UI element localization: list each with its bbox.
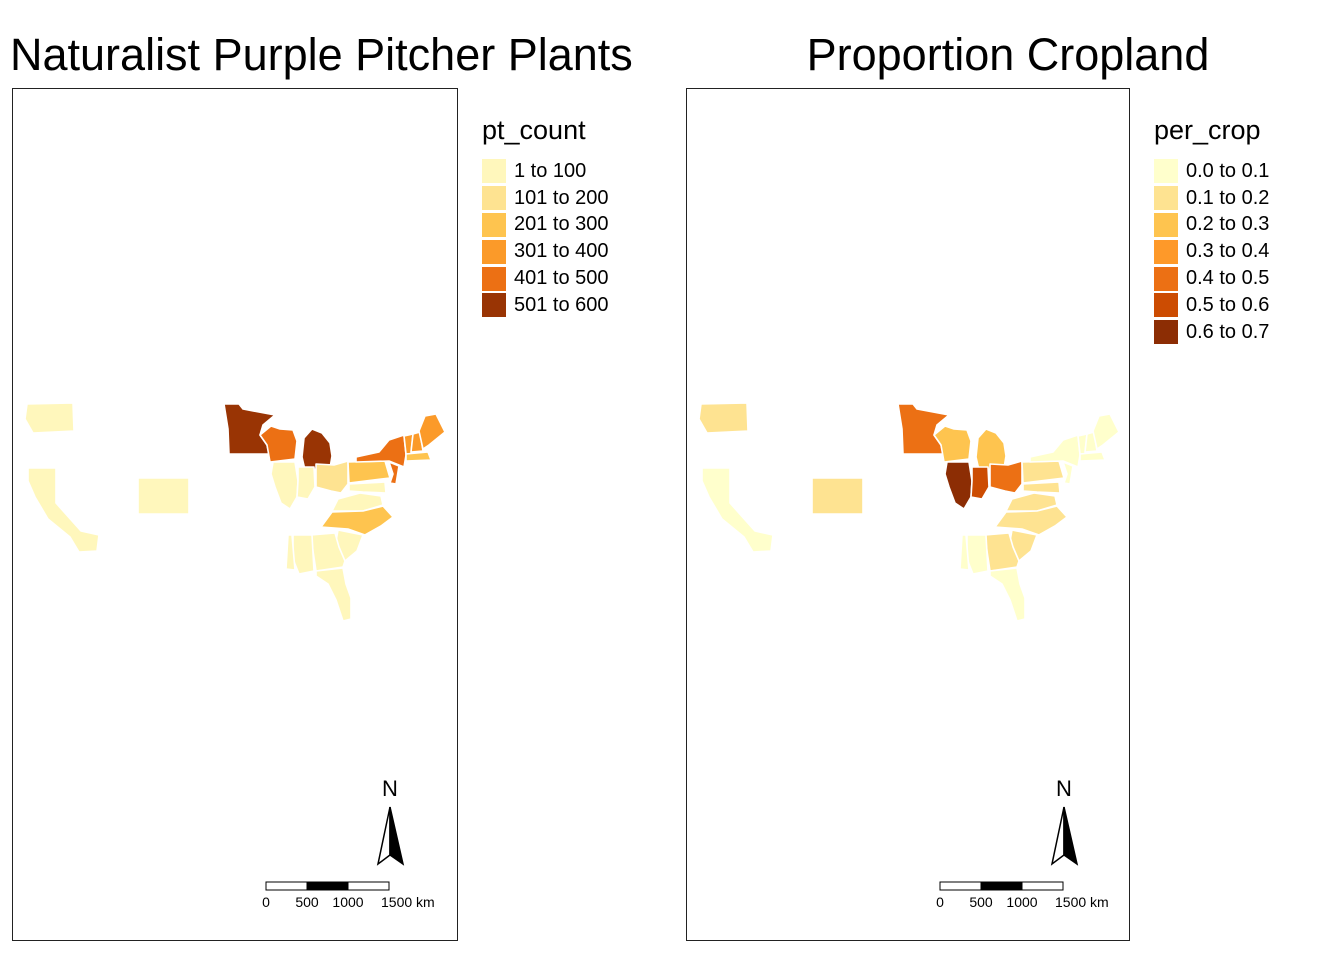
state-illinois: [944, 461, 973, 510]
state-florida: [989, 567, 1026, 622]
state-michigan: [975, 428, 1007, 471]
state-virginia: [1005, 492, 1058, 512]
state-florida: [315, 567, 352, 622]
state-michigan: [301, 428, 333, 471]
scale-tick-label: 1500 km: [381, 894, 435, 910]
state-north-carolina: [320, 505, 394, 536]
legend-swatch: [1154, 186, 1178, 211]
scale-bar: 0 500 1000 1500 km: [262, 881, 435, 910]
state-wisconsin: [933, 425, 972, 463]
legend-item: 0.3 to 0.4: [1154, 238, 1269, 265]
legend-item: 0.2 to 0.3: [1154, 212, 1269, 239]
state-north-carolina: [994, 505, 1068, 536]
legend-item: 0.1 to 0.2: [1154, 185, 1269, 212]
legend-label: 0.0 to 0.1: [1186, 159, 1270, 182]
legend-title: pt_count: [482, 115, 586, 145]
north-label: N: [382, 776, 398, 801]
state-colorado: [137, 477, 190, 515]
legend-item: 501 to 600: [482, 292, 609, 319]
state-alabama: [292, 534, 315, 575]
state-washington: [24, 402, 75, 434]
map-canvas: N 0 500 1000 1500 km: [24, 402, 446, 910]
legend-swatch: [482, 239, 506, 264]
state-colorado: [811, 477, 864, 515]
state-maine: [1092, 413, 1120, 450]
state-washington: [698, 402, 749, 434]
legend-label: 0.2 to 0.3: [1186, 213, 1270, 236]
legend-label: 0.1 to 0.2: [1186, 186, 1270, 209]
scale-tick-label: 0: [936, 894, 944, 910]
scale-tick-label: 500: [295, 894, 319, 910]
state-maryland: [1022, 481, 1061, 494]
state-ohio: [315, 460, 349, 494]
legend-label: 101 to 200: [514, 186, 609, 209]
state-massachusetts: [405, 451, 432, 462]
legend-swatch: [1154, 293, 1178, 318]
legend-item: 401 to 500: [482, 265, 609, 292]
legend-swatch: [482, 293, 506, 318]
map-legend: per_crop 0.0 to 0.1 0.1 to 0.2 0.2 to 0.3 0…: [1154, 114, 1269, 346]
scale-tick-label: 1500 km: [1055, 894, 1109, 910]
legend-item: 101 to 200: [482, 185, 609, 212]
state-maine: [418, 413, 446, 450]
map-panel: N 0 500 1000 1500 km: [686, 88, 1130, 941]
legend-label: 0.3 to 0.4: [1186, 240, 1270, 263]
legend-item: 201 to 300: [482, 212, 609, 239]
scale-tick-label: 1000: [332, 894, 363, 910]
state-indiana: [970, 466, 990, 500]
legend-label: 501 to 600: [514, 293, 609, 316]
state-pennsylvania: [1021, 460, 1065, 484]
legend-item: 301 to 400: [482, 238, 609, 265]
legend-swatch: [482, 186, 506, 211]
north-label: N: [1056, 776, 1072, 801]
legend-item: 0.5 to 0.6: [1154, 292, 1269, 319]
north-arrow-icon: N: [376, 776, 405, 866]
state-virginia: [331, 492, 384, 512]
legend-swatch: [1154, 159, 1178, 184]
state-california: [27, 467, 100, 553]
map-legend: pt_count 1 to 100 101 to 200 201 to 300 301…: [482, 114, 609, 319]
legend-label: 201 to 300: [514, 213, 609, 236]
legend-swatch: [482, 266, 506, 291]
state-ohio: [989, 460, 1023, 494]
state-mississippi: [959, 534, 970, 571]
state-new-jersey: [1062, 461, 1074, 485]
legend-title: per_crop: [1154, 115, 1261, 145]
state-wisconsin: [259, 425, 298, 463]
legend-item: 0.4 to 0.5: [1154, 265, 1269, 292]
scale-bar: 0 500 1000 1500 km: [936, 881, 1109, 910]
state-california: [701, 467, 774, 553]
legend-swatch: [1154, 266, 1178, 291]
legend-swatch: [482, 159, 506, 184]
map-panel: N 0 500 1000 1500 km: [12, 88, 458, 941]
legend-item: 0.0 to 0.1: [1154, 158, 1269, 185]
map-title: Proportion Cropland: [806, 29, 1210, 80]
legend-label: 0.5 to 0.6: [1186, 293, 1270, 316]
state-mississippi: [285, 534, 296, 571]
state-alabama: [966, 534, 989, 575]
legend-label: 401 to 500: [514, 267, 609, 290]
state-indiana: [296, 466, 316, 500]
scale-tick-label: 0: [262, 894, 270, 910]
scale-tick-label: 1000: [1006, 894, 1037, 910]
state-new-jersey: [388, 461, 400, 485]
north-arrow-icon: N: [1050, 776, 1079, 866]
state-massachusetts: [1079, 451, 1106, 462]
legend-swatch: [1154, 212, 1178, 237]
state-pennsylvania: [347, 460, 391, 484]
legend-item: 0.6 to 0.7: [1154, 319, 1269, 346]
legend-item: 1 to 100: [482, 158, 609, 185]
legend-label: 0.4 to 0.5: [1186, 267, 1270, 290]
scale-tick-label: 500: [969, 894, 993, 910]
state-illinois: [270, 461, 299, 510]
legend-swatch: [1154, 239, 1178, 264]
map-title: Naturalist Purple Pitcher Plants: [10, 29, 633, 80]
state-maryland: [348, 481, 387, 494]
legend-label: 1 to 100: [514, 159, 587, 182]
map-canvas: N 0 500 1000 1500 km: [698, 402, 1120, 910]
legend-swatch: [1154, 320, 1178, 345]
legend-swatch: [482, 212, 506, 237]
legend-label: 301 to 400: [514, 240, 609, 263]
legend-label: 0.6 to 0.7: [1186, 320, 1270, 343]
